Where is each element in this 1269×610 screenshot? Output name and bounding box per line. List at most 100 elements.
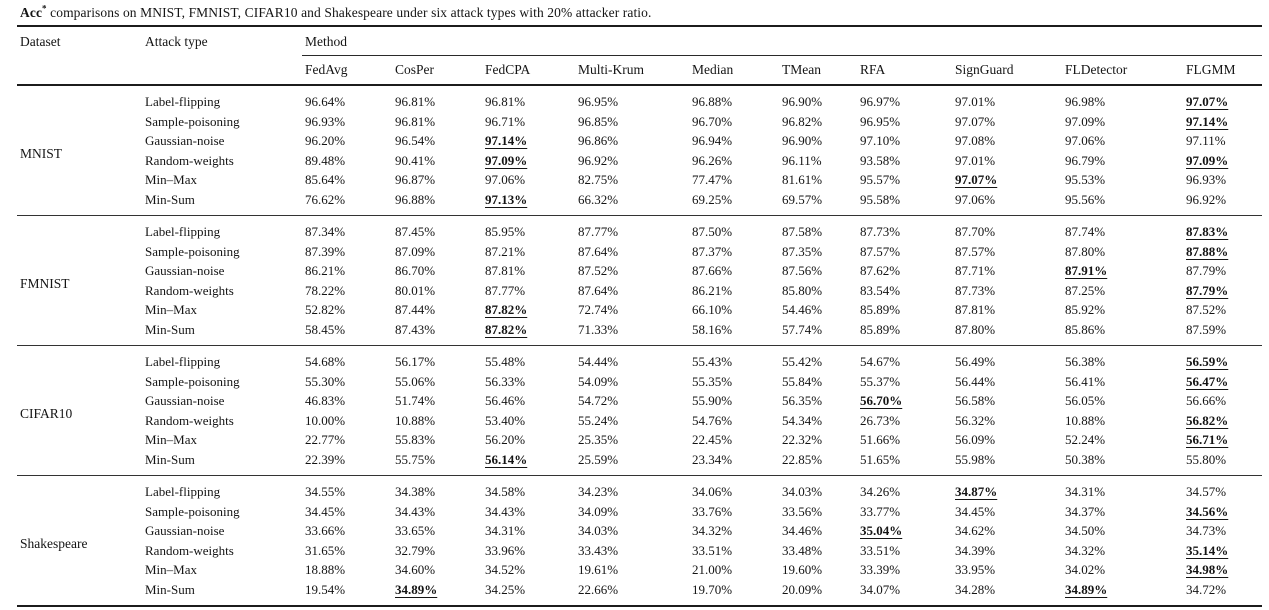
accuracy-value-cell: 55.30% <box>305 373 346 389</box>
table-body: MNIST Label-flipping 96.64% 96.81% 96.81% 96.… <box>17 85 1263 606</box>
table-row: Gaussian-noise 96.20% 96.54% 97.14% 96.86% 96… <box>17 131 1262 151</box>
col-header-attack-type: Attack type <box>145 34 208 50</box>
method-col-header: Multi-Krum <box>575 55 689 86</box>
accuracy-value-cell: 34.62% <box>955 523 996 538</box>
accuracy-value-cell: 97.14% <box>1186 113 1229 129</box>
accuracy-value-cell: 97.06% <box>1065 133 1106 148</box>
accuracy-value-cell: 54.76% <box>692 412 733 428</box>
method-col-header: FedAvg <box>302 55 392 86</box>
accuracy-value-cell: 87.83% <box>1183 215 1263 242</box>
accuracy-value-cell: 56.14% <box>485 451 528 467</box>
accuracy-value-cell: 93.58% <box>860 152 901 168</box>
accuracy-value-cell: 32.79% <box>395 542 436 558</box>
accuracy-value-cell: 55.83% <box>395 432 436 447</box>
accuracy-value-cell: 89.48% <box>305 152 346 168</box>
method-col-header: FLGMM <box>1183 55 1263 86</box>
accuracy-value-cell: 82.75% <box>578 172 619 187</box>
accuracy-value-cell: 34.31% <box>1062 475 1183 502</box>
accuracy-value-cell: 56.41% <box>1065 373 1106 389</box>
accuracy-value-cell: 96.95% <box>860 113 901 129</box>
accuracy-value-cell: 34.87% <box>952 475 1062 502</box>
accuracy-value-cell: 34.09% <box>578 503 619 519</box>
accuracy-value-cell: 34.43% <box>485 503 526 519</box>
accuracy-value-cell: 96.97% <box>860 94 901 109</box>
table-row: Min–Max 22.77% 55.83% 56.20% 25.35% 22.45% 22.… <box>17 430 1262 450</box>
accuracy-value-cell: 55.42% <box>779 345 857 372</box>
accuracy-value-cell: 87.43% <box>395 321 436 337</box>
accuracy-value-cell: 96.71% <box>485 113 526 129</box>
accuracy-value-cell: 34.03% <box>779 475 857 502</box>
accuracy-value-cell: 87.57% <box>860 243 901 259</box>
method-col-header: FedCPA <box>482 55 575 86</box>
accuracy-value-cell: 56.38% <box>1062 345 1183 372</box>
accuracy-value-cell: 54.67% <box>857 345 952 372</box>
accuracy-value-cell: 87.80% <box>1065 243 1106 259</box>
accuracy-value-cell: 87.79% <box>1186 282 1229 298</box>
accuracy-value-cell: 85.95% <box>482 215 575 242</box>
method-col-header: TMean <box>779 55 857 86</box>
accuracy-value-cell: 87.25% <box>1065 282 1106 298</box>
accuracy-value-cell: 56.44% <box>955 373 996 389</box>
table-row: Min-Sum 76.62% 96.88% 97.13% 66.32% 69.25% 69.… <box>17 190 1262 216</box>
accuracy-value-cell: 34.37% <box>1065 503 1106 519</box>
table-row: Sample-poisoning 96.93% 96.81% 96.71% 96.85%… <box>17 112 1262 132</box>
accuracy-value-cell: 34.60% <box>395 562 436 577</box>
caption-acc-label: Acc <box>20 5 43 20</box>
accuracy-value-cell: 96.93% <box>1186 172 1227 187</box>
accuracy-value-cell: 25.35% <box>578 432 619 447</box>
accuracy-value-cell: 87.79% <box>1186 263 1227 278</box>
accuracy-value-cell: 56.46% <box>485 393 526 408</box>
accuracy-value-cell: 34.98% <box>1186 562 1229 577</box>
accuracy-value-cell: 22.45% <box>692 432 733 447</box>
table-row: MNIST Label-flipping 96.64% 96.81% 96.81% 96.… <box>17 85 1262 161</box>
accuracy-value-cell: 33.96% <box>485 542 526 558</box>
accuracy-value-cell: 33.65% <box>395 523 436 538</box>
accuracy-value-cell: 69.57% <box>782 191 823 207</box>
accuracy-value-cell: 85.89% <box>860 302 901 317</box>
dataset-cell: MNIST <box>20 145 63 161</box>
accuracy-value-cell: 95.53% <box>1065 172 1106 187</box>
accuracy-value-cell: 33.39% <box>860 562 901 577</box>
accuracy-value-cell: 96.88% <box>692 94 733 109</box>
accuracy-value-cell: 87.77% <box>485 282 526 298</box>
attack-type-cell: Gaussian-noise <box>145 393 225 408</box>
accuracy-value-cell: 97.14% <box>485 133 528 148</box>
attack-type-cell: Random-weights <box>145 412 234 428</box>
accuracy-value-cell: 58.16% <box>692 321 733 337</box>
accuracy-value-cell: 72.74% <box>578 302 619 317</box>
accuracy-value-cell: 10.88% <box>395 412 436 428</box>
accuracy-value-cell: 97.07% <box>955 113 996 129</box>
results-table: Dataset Attack type Method FedAvg CosPer F… <box>17 25 1263 607</box>
accuracy-value-cell: 95.56% <box>1065 191 1106 207</box>
accuracy-value-cell: 54.72% <box>578 393 619 408</box>
accuracy-value-cell: 87.56% <box>782 263 823 278</box>
accuracy-value-cell: 35.04% <box>860 523 903 538</box>
attack-type-cell: Sample-poisoning <box>145 243 240 259</box>
accuracy-value-cell: 54.46% <box>782 302 823 317</box>
accuracy-value-cell: 56.05% <box>1065 393 1106 408</box>
accuracy-value-cell: 87.62% <box>860 263 901 278</box>
accuracy-value-cell: 87.35% <box>782 243 823 259</box>
accuracy-value-cell: 55.06% <box>395 373 436 389</box>
accuracy-value-cell: 87.64% <box>578 282 619 298</box>
accuracy-value-cell: 87.71% <box>955 263 996 278</box>
accuracy-value-cell: 34.25% <box>485 581 526 597</box>
table-row: CIFAR10 Label-flipping 54.68% 56.17% 55.48% 5… <box>17 345 1263 476</box>
accuracy-value-cell: 34.73% <box>1186 523 1227 538</box>
caption-text: comparisons on MNIST, FMNIST, CIFAR10 an… <box>46 5 652 20</box>
accuracy-value-cell: 56.35% <box>782 393 823 408</box>
accuracy-value-cell: 10.88% <box>1065 412 1106 428</box>
attack-type-cell: Min-Sum <box>145 191 195 207</box>
accuracy-value-cell: 96.81% <box>395 94 436 109</box>
accuracy-value-cell: 22.77% <box>305 432 346 447</box>
accuracy-value-cell: 34.39% <box>955 542 996 558</box>
accuracy-value-cell: 77.47% <box>692 172 733 187</box>
accuracy-value-cell: 34.23% <box>575 475 689 502</box>
header-row-groups: Dataset Attack type Method <box>17 26 1263 56</box>
accuracy-value-cell: 21.00% <box>692 562 733 577</box>
accuracy-value-cell: 56.47% <box>1186 373 1229 389</box>
accuracy-value-cell: 54.44% <box>575 345 689 372</box>
accuracy-value-cell: 85.89% <box>860 321 901 337</box>
attack-type-cell: Random-weights <box>145 542 234 558</box>
